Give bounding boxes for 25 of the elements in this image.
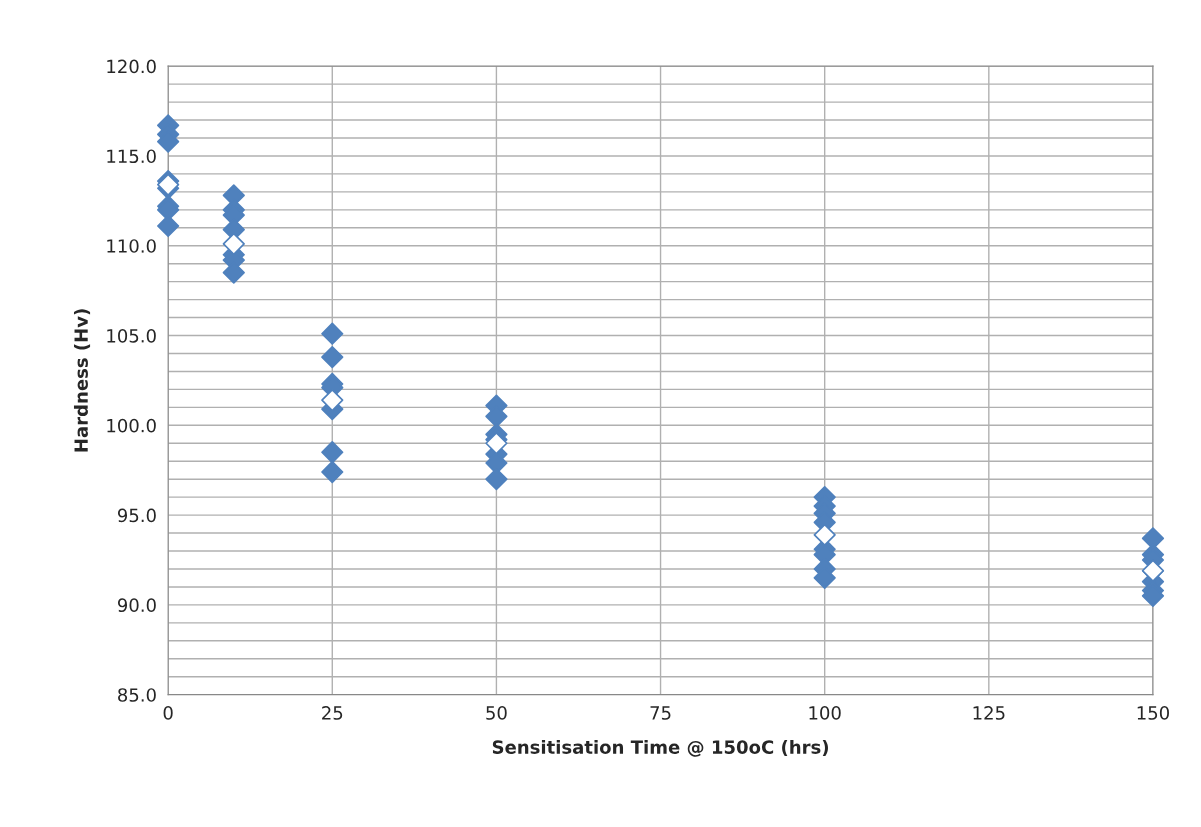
x-tick-label: 0 [163,706,173,720]
point [321,389,344,412]
y-axis-title: Hardness (Hv) [73,309,91,452]
x-tick-label: 125 [973,706,1005,720]
x-tick-label: 50 [486,706,507,720]
point [813,523,836,546]
point [321,345,344,369]
point [321,322,344,345]
y-tick-label: 105.0 [107,328,156,343]
x-axis-title: Sensitisation Time @ 150oC (hrs) [492,739,828,757]
y-tick-label: 120.0 [107,59,156,74]
y-tick-label: 100.0 [107,418,156,433]
y-tick-label: 90.0 [117,598,156,613]
point [222,232,245,256]
point [321,460,344,484]
point [485,468,508,491]
x-tick-label: 100 [809,706,841,720]
y-tick-label: 115.0 [107,149,156,164]
x-tick-label: 75 [650,706,671,720]
y-tick-label: 95.0 [117,508,156,523]
x-tick-label: 150 [1137,706,1169,720]
x-tick-label: 25 [322,706,343,720]
y-tick-label: 85.0 [118,688,156,702]
point [321,441,344,464]
y-tick-label: 110.0 [107,239,156,253]
